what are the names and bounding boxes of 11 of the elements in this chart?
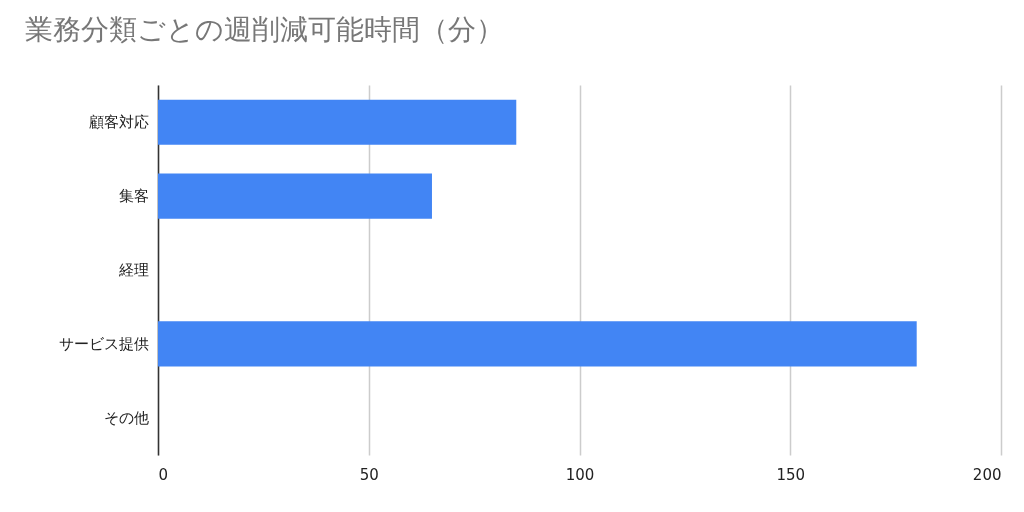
x-tick-label: 200	[972, 465, 1002, 484]
y-tick-label: その他	[103, 408, 149, 427]
y-tick-label: 経理	[117, 261, 149, 279]
x-tick-label: 100	[565, 465, 595, 484]
chart-title: 業務分類ごとの週削減可能時間（分）	[25, 13, 504, 46]
y-tick-label: サービス提供	[58, 334, 149, 353]
y-tick-label: 集客	[118, 187, 149, 206]
y-tick-label: 顧客対応	[88, 113, 149, 132]
x-tick-label: 150	[776, 465, 806, 484]
x-tick-label: 50	[359, 465, 379, 484]
x-tick-label: 0	[158, 465, 169, 484]
